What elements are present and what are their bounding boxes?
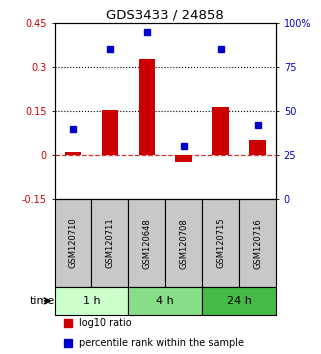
Text: GSM120708: GSM120708	[179, 218, 188, 269]
Bar	[249, 140, 266, 155]
Bar	[202, 199, 239, 287]
Bar	[128, 199, 165, 287]
Text: GSM120711: GSM120711	[105, 218, 115, 268]
Bar	[55, 199, 91, 287]
Bar	[91, 199, 128, 287]
Text: GSM120715: GSM120715	[216, 218, 225, 268]
Title: GDS3433 / 24858: GDS3433 / 24858	[107, 9, 224, 22]
Text: GSM120710: GSM120710	[68, 218, 78, 268]
Bar	[128, 287, 202, 315]
Bar	[239, 199, 276, 287]
Text: GSM120716: GSM120716	[253, 218, 262, 269]
Bar	[213, 107, 229, 155]
Text: percentile rank within the sample: percentile rank within the sample	[79, 338, 244, 348]
Bar	[65, 152, 81, 155]
Text: 1 h: 1 h	[83, 296, 100, 306]
Bar	[176, 155, 192, 161]
Text: time: time	[29, 296, 55, 306]
Bar	[202, 287, 276, 315]
Bar	[55, 287, 128, 315]
Bar	[165, 199, 202, 287]
Text: GSM120648: GSM120648	[142, 218, 152, 269]
Bar	[102, 110, 118, 155]
Text: 24 h: 24 h	[227, 296, 252, 306]
Text: 4 h: 4 h	[156, 296, 174, 306]
Bar	[139, 59, 155, 155]
Text: log10 ratio: log10 ratio	[79, 318, 132, 327]
